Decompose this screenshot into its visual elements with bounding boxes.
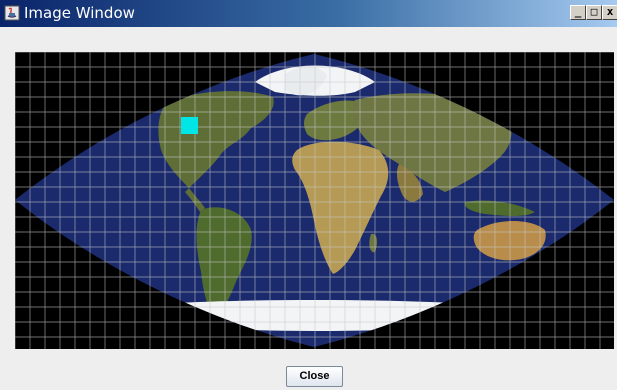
asia bbox=[352, 93, 512, 192]
africa bbox=[292, 141, 389, 274]
minimize-button[interactable]: _ bbox=[570, 5, 586, 20]
window-title: Image Window bbox=[24, 4, 135, 22]
close-window-button[interactable]: x bbox=[602, 5, 617, 20]
indonesia bbox=[464, 200, 535, 216]
close-button[interactable]: Close bbox=[286, 366, 343, 387]
map-image bbox=[15, 52, 614, 349]
minimize-icon: _ bbox=[574, 5, 582, 18]
grid-lines bbox=[15, 52, 614, 349]
world-map-svg bbox=[15, 52, 614, 349]
india bbox=[396, 164, 423, 202]
north-america bbox=[158, 91, 274, 188]
maximize-icon: □ bbox=[590, 5, 598, 18]
java-app-icon bbox=[4, 5, 20, 21]
europe bbox=[304, 100, 368, 141]
greenland bbox=[285, 66, 327, 96]
location-marker bbox=[181, 117, 198, 134]
maximize-button[interactable]: □ bbox=[586, 5, 602, 20]
close-icon: x bbox=[606, 5, 614, 18]
title-bar: Image Window _ □ x bbox=[0, 0, 617, 27]
